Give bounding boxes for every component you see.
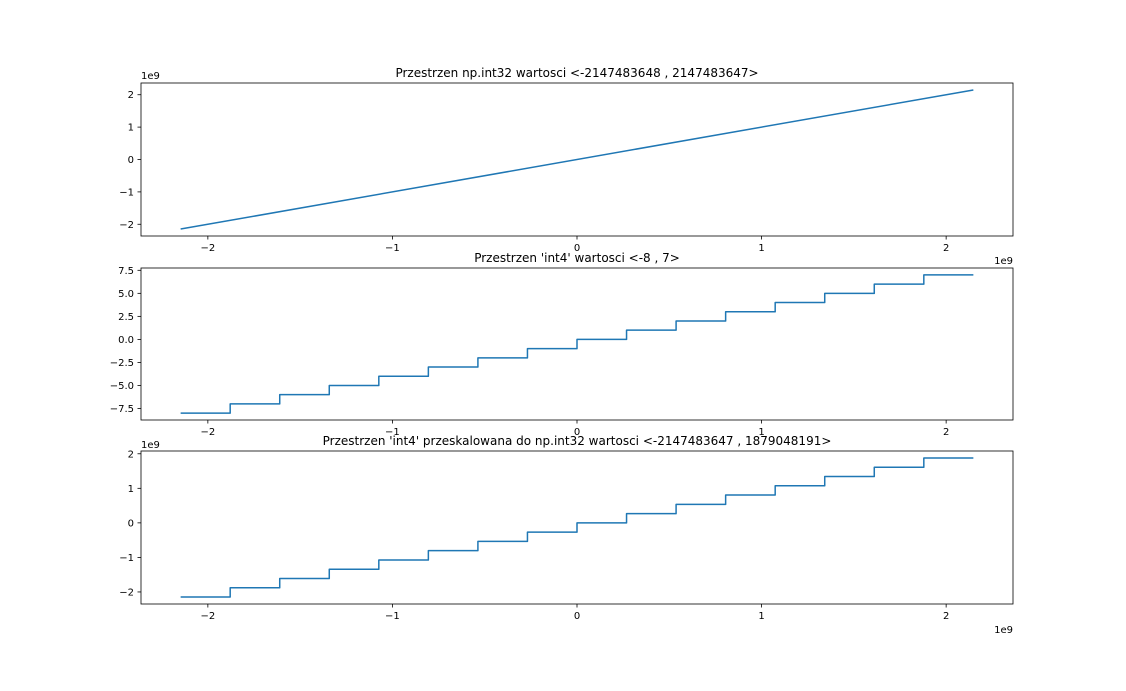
x-tick-label: −1 <box>385 611 400 622</box>
y-tick-label: −2 <box>119 220 134 231</box>
subplot-1-title: Przestrzen np.int32 wartosci <-214748364… <box>395 66 758 80</box>
y-tick-label: 0 <box>128 518 134 529</box>
x-tick-label: −2 <box>200 611 215 622</box>
x-tick-label: 0 <box>574 427 580 438</box>
x-tick-label: 2 <box>943 611 949 622</box>
x-offset-label: 1e9 <box>994 625 1013 636</box>
x-tick-label: 1 <box>758 243 764 254</box>
subplot-2-title: Przestrzen 'int4' wartosci <-8 , 7> <box>474 251 680 265</box>
y-tick-label: 5.0 <box>118 289 134 300</box>
x-tick-label: 0 <box>574 243 580 254</box>
x-tick-label: 1 <box>758 427 764 438</box>
y-tick-label: 0.0 <box>118 335 134 346</box>
x-tick-label: −2 <box>200 243 215 254</box>
y-tick-label: 1 <box>128 123 134 134</box>
y-tick-label: 2 <box>128 90 134 101</box>
x-tick-label: 2 <box>943 427 949 438</box>
x-tick-label: 1 <box>758 611 764 622</box>
subplot-3: Przestrzen 'int4' przeskalowana do np.in… <box>119 434 1014 636</box>
subplot-1-series-line <box>180 89 974 230</box>
x-tick-label: −1 <box>385 243 400 254</box>
y-tick-label: 1 <box>128 484 134 495</box>
y-tick-label: 2 <box>128 449 134 460</box>
x-tick-label: 2 <box>943 243 949 254</box>
y-tick-label: −5.0 <box>110 381 134 392</box>
x-tick-label: −1 <box>385 427 400 438</box>
y-tick-label: −1 <box>119 553 134 564</box>
subplot-3-title: Przestrzen 'int4' przeskalowana do np.in… <box>323 434 832 448</box>
x-tick-label: −2 <box>200 427 215 438</box>
y-tick-label: 0 <box>128 155 134 166</box>
subplot-1: Przestrzen np.int32 wartosci <-214748364… <box>119 66 1014 254</box>
x-offset-label: 1e9 <box>994 256 1013 267</box>
y-tick-label: 7.5 <box>118 266 134 277</box>
x-tick-label: 0 <box>574 611 580 622</box>
y-offset-label: 1e9 <box>141 71 160 82</box>
subplot-2: Przestrzen 'int4' wartosci <-8 , 7> −2 −1 0… <box>110 251 1014 438</box>
y-tick-label: −1 <box>119 187 134 198</box>
y-tick-label: −2.5 <box>110 358 134 369</box>
subplot-3-series-line <box>180 457 974 598</box>
y-tick-label: −7.5 <box>110 404 134 415</box>
y-tick-label: −2 <box>119 587 134 598</box>
y-tick-label: 2.5 <box>118 312 134 323</box>
y-offset-label: 1e9 <box>141 440 160 451</box>
subplot-2-series-line <box>180 274 974 414</box>
